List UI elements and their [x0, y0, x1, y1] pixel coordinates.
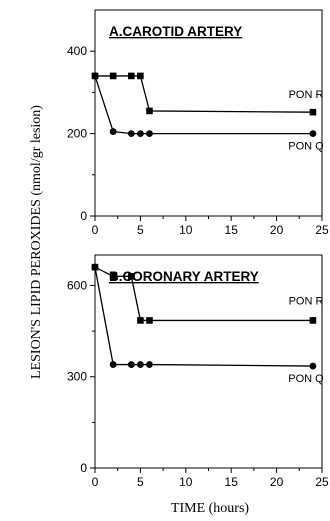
- x-tick-label: 0: [92, 223, 99, 237]
- plot-frame: [94, 9, 323, 217]
- data-point-square: [309, 108, 317, 116]
- data-point-circle: [137, 130, 144, 138]
- data-point-square: [109, 72, 117, 80]
- series-label-pon-r: PON R: [289, 295, 324, 307]
- x-tick-label: 25: [315, 475, 329, 489]
- data-point-square: [146, 107, 153, 115]
- y-tick-label: 200: [67, 127, 87, 141]
- y-tick-label: 600: [67, 278, 87, 292]
- x-tick-label: 10: [179, 475, 193, 489]
- data-point-square: [137, 317, 144, 324]
- data-point-circle: [137, 361, 144, 368]
- data-point-square: [128, 72, 135, 80]
- y-axis-label: LESION'S LIPID PEROXIDES (nmol/gr lesion…: [29, 105, 44, 379]
- plot-frame: [94, 254, 323, 469]
- series-label-pon-q: PON Q: [288, 141, 324, 153]
- data-point-circle: [146, 361, 153, 368]
- data-point-circle: [309, 362, 317, 370]
- x-tick-label: 20: [270, 223, 284, 237]
- data-point-square: [128, 273, 135, 280]
- panel-carotid: 0 5 10 15 20 25 0 200 400 A.CAROTID ARTERY PON R PO…: [67, 9, 329, 237]
- y-tick-label: 400: [67, 44, 87, 58]
- x-tick-label: 15: [225, 223, 239, 237]
- data-point-square: [309, 317, 317, 324]
- data-point-circle: [146, 130, 153, 138]
- panel-title: B.CORONARY ARTERY: [109, 269, 259, 284]
- y-tick-label: 0: [80, 461, 87, 475]
- data-point-square: [137, 72, 144, 80]
- y-tick-label: 0: [80, 209, 87, 223]
- series-line-pon-r: [95, 75, 313, 113]
- x-tick-label: 0: [92, 475, 99, 489]
- x-tick-label: 20: [270, 475, 284, 489]
- series-line-pon-q: [94, 75, 313, 135]
- x-tick-label: 5: [137, 475, 144, 489]
- data-point-circle: [91, 72, 99, 80]
- x-tick-label: 15: [225, 475, 239, 489]
- data-point-circle: [127, 361, 135, 368]
- x-axis-label: TIME (hours): [171, 501, 249, 516]
- data-point-circle: [109, 128, 117, 135]
- series-label-pon-r: PON R: [289, 89, 324, 101]
- y-tick-label: 300: [67, 370, 87, 384]
- series-label-pon-q: PON Q: [288, 373, 324, 385]
- series-line-pon-q: [94, 267, 313, 367]
- data-point-circle: [109, 361, 117, 368]
- data-point-circle: [309, 130, 317, 138]
- panel-title: A.CAROTID ARTERY: [109, 24, 242, 39]
- x-tick-label: 5: [137, 223, 144, 237]
- data-point-square: [109, 273, 117, 280]
- data-point-square: [146, 317, 153, 324]
- panel-coronary: 0 5 10 15 20 25 0 300 600 B.CORONARY ARTERY PON R P…: [67, 254, 329, 489]
- data-point-circle: [91, 263, 99, 271]
- x-tick-label: 25: [315, 223, 329, 237]
- data-point-circle: [127, 130, 135, 138]
- x-tick-label: 10: [179, 223, 193, 237]
